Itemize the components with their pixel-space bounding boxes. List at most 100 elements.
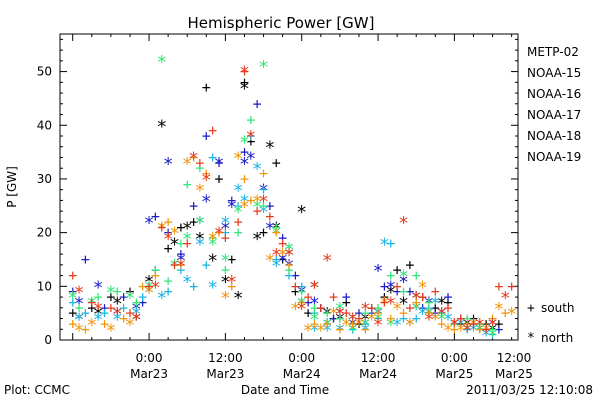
data-point-south: + xyxy=(100,304,109,322)
data-point-south: + xyxy=(475,315,484,333)
data-point-south: + xyxy=(374,304,383,322)
data-point-south: + xyxy=(253,95,262,113)
data-point-north: * xyxy=(334,304,345,325)
data-point-north: * xyxy=(360,315,371,336)
data-point-north: * xyxy=(424,304,435,325)
data-point-south: + xyxy=(488,320,497,338)
data-point-south: + xyxy=(164,213,173,231)
data-point-north: * xyxy=(474,320,485,341)
data-point-south: + xyxy=(151,261,160,279)
data-point-north: * xyxy=(271,245,282,266)
data-point-north: * xyxy=(430,310,441,331)
data-point-south: + xyxy=(507,277,516,295)
data-point-south: + xyxy=(444,299,453,317)
data-point-north: * xyxy=(487,315,498,336)
data-point-south: + xyxy=(412,267,421,285)
data-point-north: * xyxy=(462,320,473,341)
y-tick-label: 30 xyxy=(37,172,52,186)
data-point-south: + xyxy=(234,224,243,242)
data-point-south: + xyxy=(297,283,306,301)
data-point-north: * xyxy=(86,315,97,336)
data-point-north: * xyxy=(264,138,275,159)
data-point-north: * xyxy=(188,148,199,169)
data-point-south: + xyxy=(164,272,173,290)
plot-frame xyxy=(59,33,519,341)
data-point-south: + xyxy=(151,267,160,285)
data-point-south: + xyxy=(450,315,459,333)
data-point-north: * xyxy=(411,299,422,320)
data-point-north: * xyxy=(271,256,282,277)
data-point-north: * xyxy=(360,320,371,341)
data-point-south: + xyxy=(183,234,192,252)
data-point-north: * xyxy=(309,293,320,314)
data-point-north: * xyxy=(182,272,193,293)
data-point-south: + xyxy=(253,202,262,220)
data-point-south: + xyxy=(81,304,90,322)
data-point-north: * xyxy=(252,229,263,250)
data-point-north: * xyxy=(455,320,466,341)
data-point-north: * xyxy=(424,293,435,314)
data-point-north: * xyxy=(481,320,492,341)
data-point-north: * xyxy=(182,154,193,175)
data-point-south: + xyxy=(272,154,281,172)
data-point-north: * xyxy=(74,293,85,314)
data-point-south: + xyxy=(329,310,338,328)
data-point-north: * xyxy=(398,267,409,288)
data-point-north: * xyxy=(245,127,256,148)
plot-source-label: Plot: CCMC xyxy=(4,383,70,397)
data-point-north: * xyxy=(195,229,206,250)
data-point-north: * xyxy=(430,293,441,314)
data-point-north: * xyxy=(258,181,269,202)
data-point-south: + xyxy=(456,310,465,328)
data-point-south: + xyxy=(424,304,433,322)
data-point-north: * xyxy=(258,191,269,212)
data-point-north: * xyxy=(284,245,295,266)
data-point-south: + xyxy=(418,288,427,306)
data-point-north: * xyxy=(284,240,295,261)
x-tick-label: 0:00 xyxy=(441,351,468,365)
data-point-north: * xyxy=(309,320,320,341)
data-point-south: + xyxy=(393,261,402,279)
data-point-north: * xyxy=(258,57,269,78)
data-point-south: + xyxy=(278,234,287,252)
data-point-north: * xyxy=(411,288,422,309)
data-point-south: + xyxy=(488,326,497,344)
data-point-south: + xyxy=(183,175,192,193)
data-point-south: + xyxy=(367,304,376,322)
data-point-south: + xyxy=(310,304,319,322)
data-point-south: + xyxy=(399,283,408,301)
x-axis: 0:00 Mar23 12:00 Mar23 0:00 Mar24 12:00 Mar24 0:… xyxy=(72,34,533,381)
data-point-north: * xyxy=(449,315,460,336)
data-point-south: + xyxy=(100,315,109,333)
data-point-south: + xyxy=(354,304,363,322)
legend-entry: METP-02 xyxy=(527,45,579,59)
data-point-south: + xyxy=(215,224,224,242)
data-point-north: * xyxy=(195,213,206,234)
legend-entry: NOAA-16 xyxy=(527,87,581,101)
data-point-north: * xyxy=(443,320,454,341)
data-point-north: * xyxy=(67,288,78,309)
data-point-south: + xyxy=(342,288,351,306)
data-point-north: * xyxy=(233,202,244,223)
data-point-north: * xyxy=(271,224,282,245)
data-point-north: * xyxy=(309,277,320,298)
data-point-north: * xyxy=(449,315,460,336)
data-point-north: * xyxy=(385,315,396,336)
data-point-north: * xyxy=(264,250,275,271)
data-point-south: + xyxy=(304,288,313,306)
data-point-north: * xyxy=(468,320,479,341)
data-point-north: * xyxy=(169,256,180,277)
data-point-north: * xyxy=(392,299,403,320)
data-point-south: + xyxy=(380,277,389,295)
data-point-south: + xyxy=(469,315,478,333)
data-point-north: * xyxy=(74,310,85,331)
data-point-north: * xyxy=(385,277,396,298)
data-point-south: + xyxy=(208,148,217,166)
data-point-north: * xyxy=(207,250,218,271)
data-point-north: * xyxy=(144,283,155,304)
data-point-north: * xyxy=(443,310,454,331)
data-point-north: * xyxy=(334,310,345,331)
data-point-north: * xyxy=(175,250,186,271)
data-point-north: * xyxy=(487,326,498,347)
data-point-north: * xyxy=(93,299,104,320)
